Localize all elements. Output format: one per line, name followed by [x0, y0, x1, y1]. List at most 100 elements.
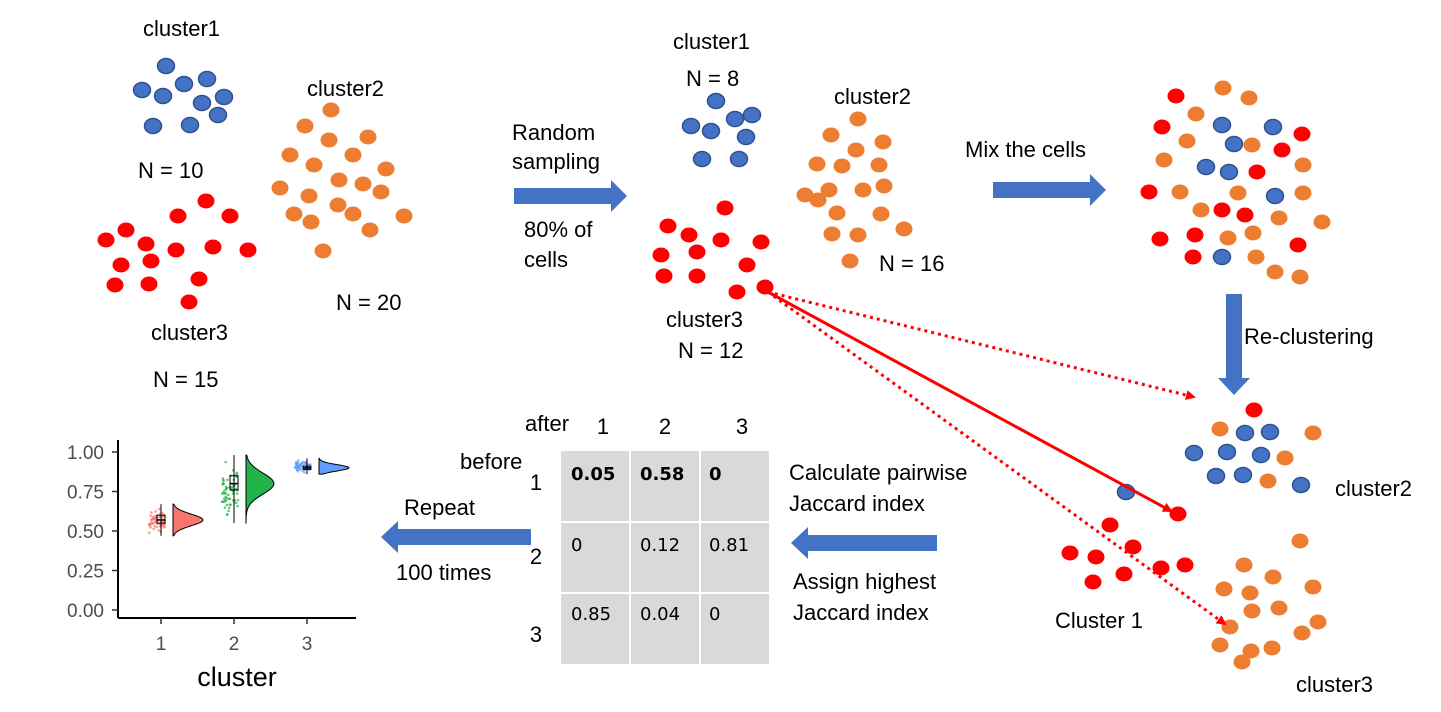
mix-label: Mix the cells [965, 137, 1086, 162]
y-tick-label: 0.50 [67, 522, 104, 543]
jitter-point [157, 507, 161, 511]
cell-dot [1192, 202, 1210, 218]
box [156, 514, 166, 524]
cell-dot [725, 110, 745, 128]
jitter-point [234, 501, 238, 505]
cell-dot [1264, 569, 1282, 585]
table-row-header: 2 [530, 544, 542, 569]
jitter-point [236, 498, 240, 502]
cell-dot [1247, 249, 1265, 265]
jitter-point [223, 506, 227, 509]
cell-dot [1293, 126, 1311, 142]
jitter-point [235, 492, 239, 495]
cell-dot [1206, 467, 1226, 485]
sampled-cluster2-cells [796, 111, 913, 269]
cell-dot [1211, 637, 1229, 653]
jitter-point [222, 490, 226, 493]
reclustered-cluster2-cells [1184, 402, 1322, 494]
cell-dot [1217, 443, 1237, 461]
cell-dot [143, 117, 163, 135]
cell-dot [870, 157, 888, 173]
cell-dot [156, 57, 176, 75]
cell-dot [1084, 574, 1102, 590]
violin-cluster-3 [293, 457, 350, 475]
cell-dot [712, 232, 730, 248]
jaccard-label-line4: Jaccard index [793, 600, 929, 625]
cell-dot [1233, 466, 1253, 484]
reclustering-label: Re-clustering [1244, 324, 1374, 349]
cell-dot [1155, 152, 1173, 168]
jitter-point [154, 520, 157, 523]
cell-dot [796, 187, 814, 203]
cell-dot [1140, 184, 1158, 200]
cell-dot [1178, 133, 1196, 149]
cell-dot [300, 188, 318, 204]
jitter-point [148, 523, 151, 527]
jitter-point [154, 510, 157, 513]
cell-dot [872, 206, 890, 222]
cell-dot [1304, 579, 1322, 595]
table-after-label: after [525, 411, 569, 436]
repeat-label-line1: Repeat [404, 495, 475, 520]
cell-dot [1087, 549, 1105, 565]
sampled-cluster1-label: cluster1 [673, 29, 750, 54]
jitter-point [230, 486, 233, 490]
cell-dot [281, 147, 299, 163]
jitter-point [225, 496, 229, 500]
stability-violin-chart: 0.00 0.25 0.50 0.75 1.00 1 2 3 cluster [67, 440, 356, 692]
cell-dot [1167, 88, 1185, 104]
jitter-point [154, 515, 157, 518]
cell-dot [688, 268, 706, 284]
cell-dot [190, 271, 208, 287]
mix-arrow [993, 174, 1106, 206]
jitter-point [224, 485, 228, 489]
cell-dot [314, 243, 332, 259]
cell-dot [296, 118, 314, 134]
cell-dot [652, 247, 670, 263]
cell-dot [659, 218, 677, 234]
cell-dot [1291, 533, 1309, 549]
jitter-point [155, 525, 159, 529]
sampled-cluster3-cells [652, 200, 774, 300]
table-row-header: 3 [530, 622, 542, 647]
cell-dot [221, 208, 239, 224]
cell-dot [1184, 249, 1202, 265]
violin-shape [172, 503, 204, 537]
jitter-point [153, 524, 157, 528]
cell-dot [1313, 214, 1331, 230]
cell-dot [192, 94, 212, 112]
jitter-point [160, 511, 164, 515]
cell-dot [1219, 230, 1237, 246]
cell-dot [1276, 450, 1294, 466]
x-tick-label: 3 [302, 634, 313, 655]
cell-dot [1211, 421, 1229, 437]
table-cell: 0.04 [640, 604, 680, 625]
cell-dot [752, 234, 770, 250]
cell-dot [1115, 566, 1133, 582]
cell-dot [1235, 424, 1255, 442]
cell-dot [137, 236, 155, 252]
cell-dot [132, 81, 152, 99]
cell-dot [361, 222, 379, 238]
sampled-cluster3-count: N = 12 [678, 338, 743, 363]
cell-dot [1224, 135, 1244, 153]
jitter-point [152, 527, 156, 531]
cell-dot [372, 184, 390, 200]
cell-dot [1236, 207, 1254, 223]
jitter-point [296, 463, 299, 467]
cell-dot [681, 117, 701, 135]
cell-dot [1169, 506, 1187, 522]
cell-dot [1215, 581, 1233, 597]
cell-dot [849, 111, 867, 127]
jaccard-label-line1: Calculate pairwise [789, 460, 968, 485]
table-col-header: 1 [597, 414, 609, 439]
cell-dot [329, 197, 347, 213]
cell-dot [1186, 227, 1204, 243]
jitter-point [298, 463, 302, 466]
cell-dot [1235, 557, 1253, 573]
cell-dot [169, 208, 187, 224]
sampling-arrow [514, 180, 627, 212]
x-axis-title: cluster [197, 662, 277, 692]
cell-dot [1184, 444, 1204, 462]
cell-dot [1242, 643, 1260, 659]
